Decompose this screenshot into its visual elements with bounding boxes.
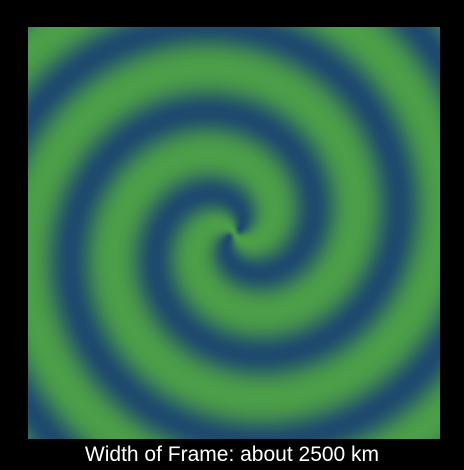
spiral-frame: [28, 27, 440, 439]
frame-width-caption: Width of Frame: about 2500 km: [84, 443, 380, 466]
spiral-image: [28, 27, 440, 439]
